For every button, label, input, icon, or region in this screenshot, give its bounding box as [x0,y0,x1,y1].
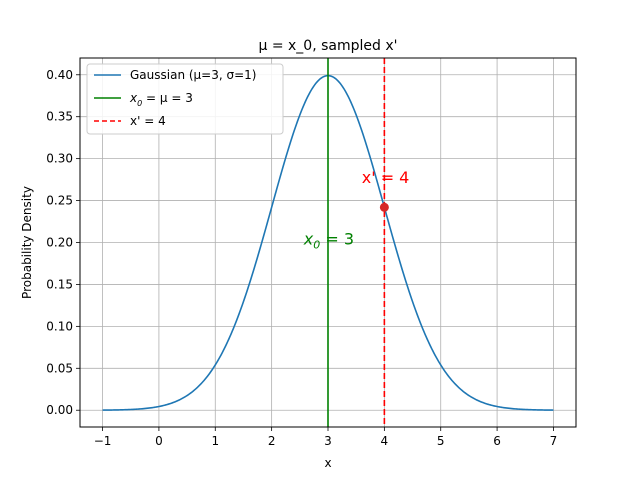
x0-annotation-sub: 0 [313,239,320,252]
legend: Gaussian (μ=3, σ=1) x0 = μ = 3 x' = 4 [86,63,284,135]
x0-annotation-base: x [303,230,314,249]
x-tick-label-8: 7 [550,434,558,448]
x-tick-label-4: 3 [324,434,332,448]
y-tick-label-3: 0.15 [46,277,73,291]
x-tick-label-1: 0 [155,434,163,448]
y-tick-label-0: 0.00 [46,403,73,417]
x-tick-label-7: 6 [493,434,501,448]
x-tick-label-3: 2 [268,434,276,448]
x-tick-label-2: 1 [211,434,219,448]
annotations: x0 = 3 x' = 4 [303,168,410,252]
x-tick-label-5: 4 [381,434,389,448]
legend-x0-label-sub: 0 [137,99,142,108]
legend-xprime-label: x' = 4 [130,114,166,128]
legend-x0-label-rest: = μ = 3 [142,91,193,105]
y-tick-label-1: 0.05 [46,361,73,375]
x0-annotation-rest: = 3 [320,230,354,249]
legend-x0-label-base: x [129,91,138,105]
y-tick-label-2: 0.10 [46,319,73,333]
y-tick-label-6: 0.30 [46,152,73,166]
xprime-annotation: x' = 4 [362,168,410,187]
x-axis-label: x [324,456,331,470]
sample-point-0 [379,202,389,212]
y-axis-label: Probability Density [20,186,34,299]
legend-gaussian-label: Gaussian (μ=3, σ=1) [130,68,256,82]
plot-area [102,58,554,427]
legend-x0-label: x0 = μ = 3 [129,91,193,108]
y-tick-label-4: 0.20 [46,236,73,250]
chart-title: μ = x_0, sampled x' [258,38,397,54]
x0-annotation: x0 = 3 [303,230,354,252]
y-tick-label-8: 0.40 [46,68,73,82]
axis-ticks: −1 0 1 2 3 4 5 6 7 0.00 0.05 0.10 0.15 0.20 0.25 0.30 0.… [46,68,557,448]
y-tick-label-5: 0.25 [46,194,73,208]
x-tick-label-0: −1 [94,434,112,448]
x-tick-label-6: 5 [437,434,445,448]
y-tick-label-7: 0.35 [46,110,73,124]
legend-box [86,63,284,135]
